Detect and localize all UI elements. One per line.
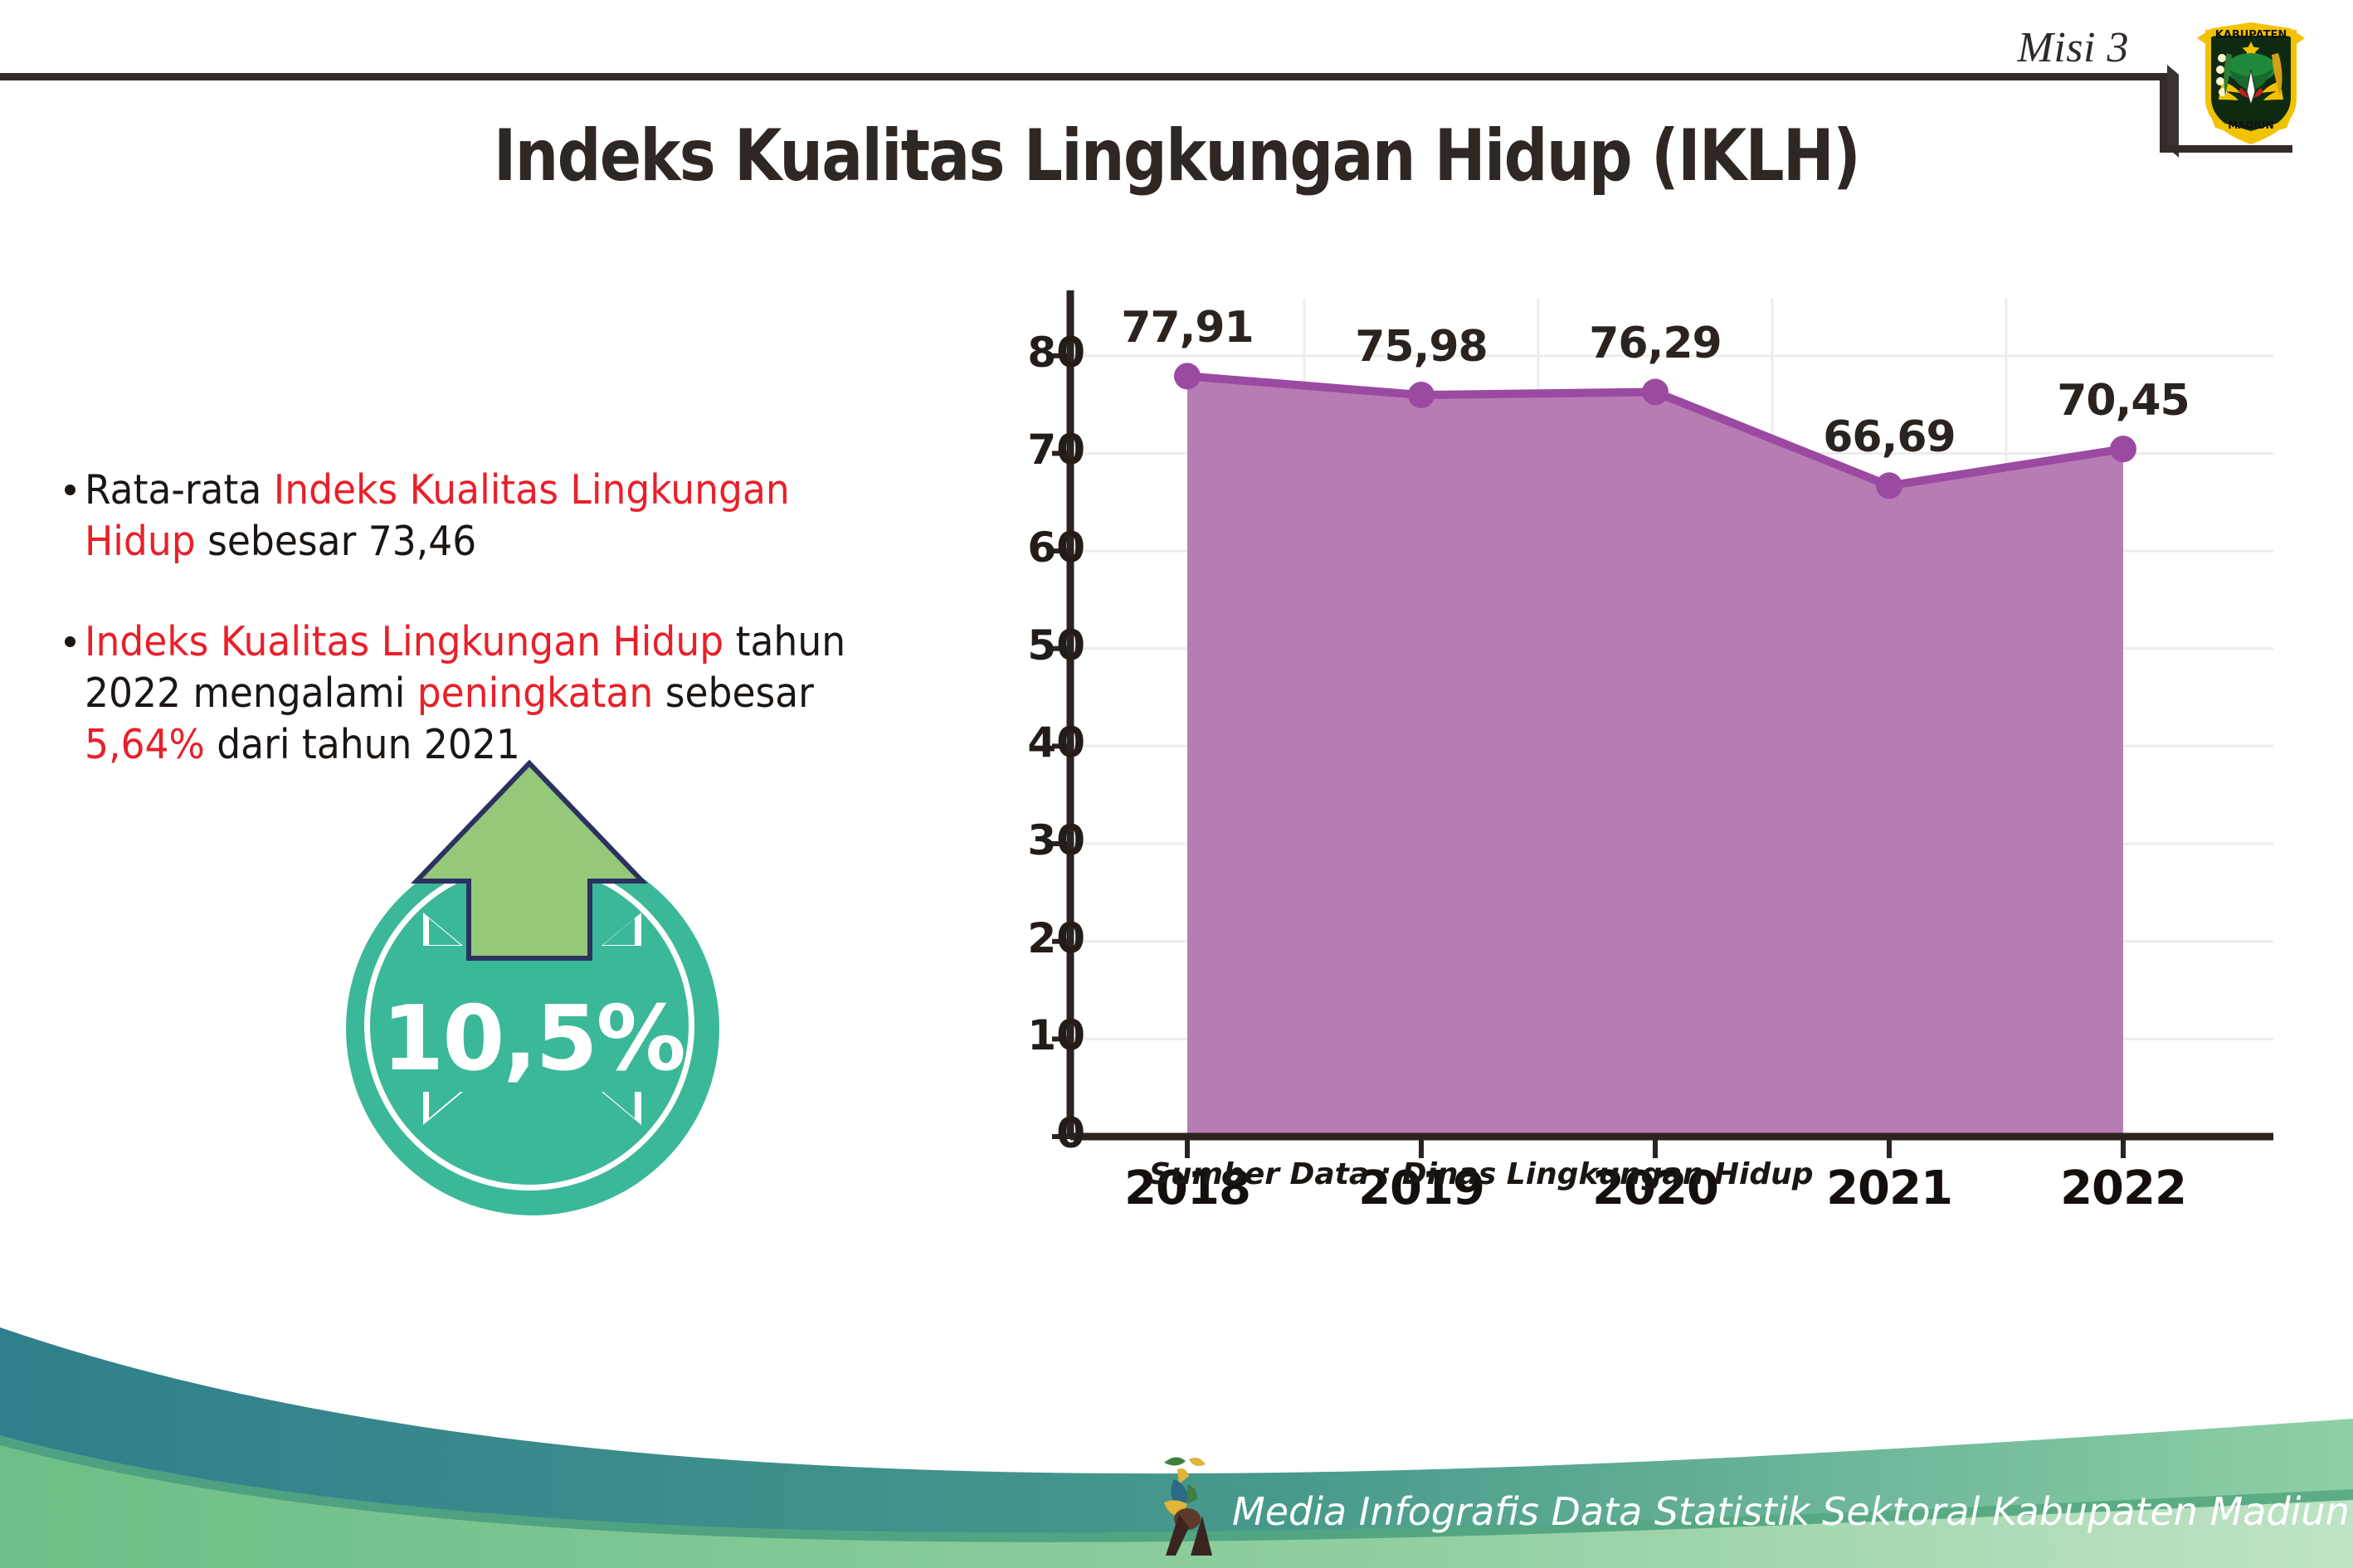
bullet-segment: tahun 2022 mengalami: [85, 618, 846, 718]
chart-y-tick-label: 0: [1056, 1109, 1085, 1157]
chart-y-tick-label: 30: [1027, 816, 1085, 865]
header-bracket-vertical: [2160, 73, 2167, 153]
chart-area-fill: [1187, 376, 2123, 1137]
kabupaten-madiun-logo-icon: KABUPATEN MADIUN: [2197, 22, 2305, 144]
misi-label: Misi 3: [2017, 24, 2129, 71]
chart-marker: [2110, 436, 2136, 463]
list-item: Rata-rata Indeks Kualitas Lingkungan Hid…: [65, 465, 961, 567]
chart-data-label: 75,98: [1355, 322, 1488, 373]
chart-data-label: 76,29: [1589, 319, 1722, 369]
footer-wave: [0, 1327, 2353, 1568]
bullet-0-text: Rata-rata Indeks Kualitas Lingkungan Hid…: [85, 465, 899, 567]
increase-badge: 10,5%: [328, 755, 751, 1220]
badge-triangle-mask: [603, 918, 635, 945]
bullet-segment: 5,64%: [85, 720, 205, 768]
chart-data-label: 77,91: [1121, 303, 1254, 353]
up-arrow-icon: [410, 759, 649, 961]
bullet-segment: sebesar 73,46: [195, 517, 477, 565]
chart-x-tick-label: 2019: [1358, 1161, 1485, 1215]
bullet-1-text: Indeks Kualitas Lingkungan Hidup tahun 2…: [85, 616, 899, 770]
chart-data-label: 70,45: [2057, 376, 2190, 426]
bullet-dot-icon: [65, 485, 76, 495]
chart-y-tick-label: 50: [1027, 621, 1085, 670]
logo-top-text: KABUPATEN: [2215, 29, 2287, 41]
bullet-list: Rata-rata Indeks Kualitas Lingkungan Hid…: [65, 465, 961, 821]
badge-triangle-mask: [603, 1092, 635, 1118]
bullet-segment: sebesar: [653, 670, 814, 718]
chart-marker: [1174, 363, 1201, 390]
bullet-segment: Rata-rata: [85, 466, 274, 514]
badge-triangle-mask: [429, 918, 460, 945]
chart-y-tick-label: 40: [1027, 718, 1085, 767]
bullet-segment: Indeks Kualitas Lingkungan Hidup: [85, 618, 724, 666]
badge-value: 10,5%: [382, 987, 686, 1091]
page-title: Indeks Kualitas Lingkungan Hidup (IKLH): [493, 114, 1861, 197]
chart-x-tick-label: 2020: [1592, 1161, 1719, 1215]
chart-marker: [1642, 378, 1669, 406]
chart-y-tick-label: 70: [1027, 426, 1085, 475]
chart-y-tick-label: 20: [1027, 913, 1085, 962]
header-rule: [0, 73, 2167, 80]
chart-x-tick-label: 2022: [2060, 1161, 2187, 1215]
bullet-segment: Indeks Kualitas Lingkungan Hidup: [85, 466, 790, 565]
bullet-segment: dari tahun 2021: [204, 720, 520, 768]
bullet-dot-icon: [65, 636, 76, 648]
logo-bottom-text: MADIUN: [2228, 119, 2273, 131]
chart-source-note: Sumber Data : Dinas Lingkungan Hidup: [1149, 1157, 1814, 1191]
chart-marker: [1408, 382, 1435, 409]
chart-y-tick-label: 80: [1027, 328, 1085, 377]
media-infografis-figure-icon: [1164, 1457, 1212, 1556]
chart-x-tick-label: 2021: [1826, 1161, 1953, 1215]
chart-data-label: 66,69: [1823, 412, 1956, 463]
bullet-segment: peningkatan: [417, 670, 654, 718]
chart-canvas: [1052, 282, 2273, 1158]
chart-y-tick-label: 60: [1027, 523, 1085, 572]
chart-markers: [1174, 363, 2136, 499]
list-item: Indeks Kualitas Lingkungan Hidup tahun 2…: [65, 616, 961, 770]
chart-marker: [1876, 472, 1902, 499]
badge-triangle-mask: [429, 1092, 460, 1118]
chart-x-tick-label: 2018: [1124, 1161, 1251, 1215]
header-bracket-horizontal: [2160, 145, 2292, 153]
chart-y-tick-label: 10: [1027, 1011, 1085, 1060]
footer-caption: Media Infografis Data Statistik Sektoral…: [1232, 1489, 2353, 1534]
iklh-area-chart: 0 10 20 30 40 50 60 70 80 2018 2019 2020 2021 2022 7…: [971, 282, 2298, 1215]
